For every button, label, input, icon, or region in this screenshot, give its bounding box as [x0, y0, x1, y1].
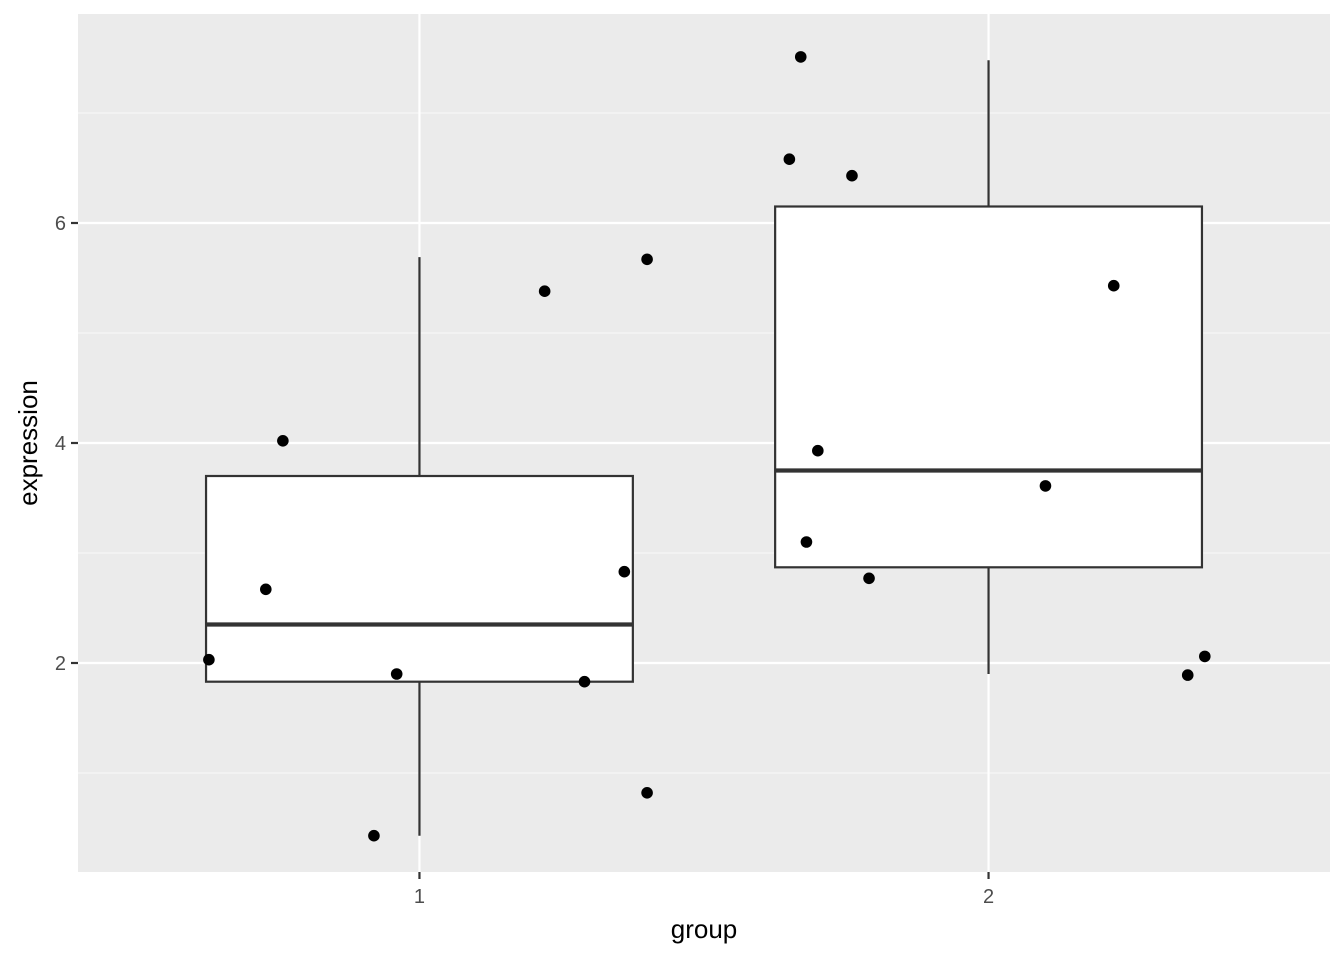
data-point	[1181, 669, 1194, 681]
data-point	[203, 653, 215, 666]
data-point	[783, 153, 796, 165]
box-iqr	[204, 474, 634, 683]
data-point	[1107, 279, 1120, 292]
data-point	[641, 253, 653, 266]
boxes	[204, 60, 1204, 836]
data-point	[800, 536, 813, 548]
data-point	[1199, 650, 1211, 663]
data-points	[203, 51, 1211, 842]
box-iqr	[774, 205, 1204, 569]
data-point	[794, 51, 807, 63]
y-axis-title: expression	[13, 380, 43, 506]
data-point	[368, 829, 380, 842]
data-point	[618, 565, 631, 578]
y-tick-label: 2	[55, 653, 66, 675]
x-tick-label: 2	[983, 886, 994, 908]
data-point	[1039, 480, 1052, 492]
data-point	[846, 169, 858, 182]
data-point	[578, 675, 591, 688]
data-point	[812, 444, 824, 457]
data-point	[390, 668, 403, 680]
box-group-1	[204, 257, 634, 836]
data-point	[260, 583, 272, 596]
data-point	[277, 435, 289, 447]
data-point	[538, 285, 551, 298]
y-tick-label: 4	[55, 433, 66, 455]
y-axis: 2 4 6	[55, 213, 78, 675]
y-tick-label: 6	[55, 213, 66, 235]
data-point	[863, 572, 875, 585]
x-tick-label: 1	[414, 886, 425, 908]
box-group-2	[774, 60, 1204, 674]
data-point	[641, 787, 653, 799]
x-axis-title: group	[671, 914, 738, 944]
